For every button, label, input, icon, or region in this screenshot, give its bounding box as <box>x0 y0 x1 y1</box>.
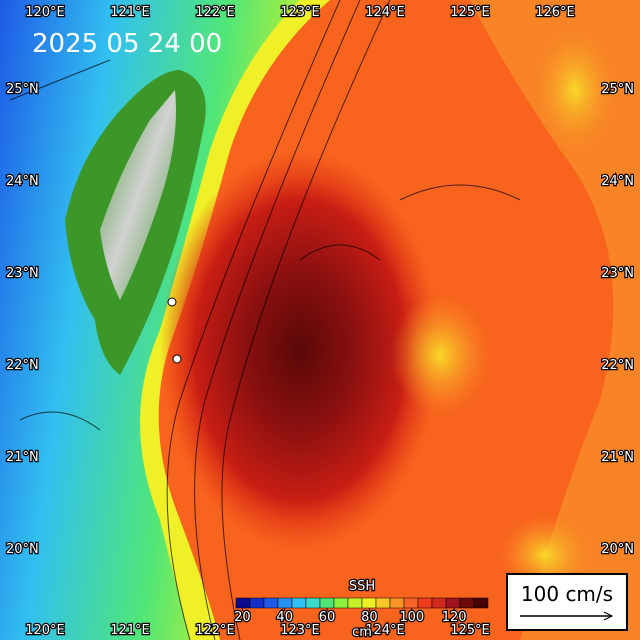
colorbar-swatch <box>389 597 405 609</box>
lon-label: 122°E <box>195 5 235 20</box>
lon-label: 124°E <box>365 623 405 638</box>
scale-label: 100 cm/s <box>521 582 613 606</box>
colorbar-swatch <box>417 597 433 609</box>
colorbar-label: SSH <box>349 579 375 594</box>
lon-label: 123°E <box>280 623 320 638</box>
lat-label: 24°N <box>6 174 39 189</box>
taiwan-mountains <box>100 90 176 300</box>
lat-label: 23°N <box>601 266 634 281</box>
colorbar-swatch <box>375 597 391 609</box>
lat-label: 24°N <box>601 174 634 189</box>
lat-label: 21°N <box>601 450 634 465</box>
station <box>167 297 177 307</box>
lon-label: 124°E <box>365 5 405 20</box>
lat-label: 21°N <box>6 450 39 465</box>
lon-label: 120°E <box>25 5 65 20</box>
timestamp: 2025 05 24 00 <box>32 29 222 59</box>
colorbar-tick-label: 120 <box>442 610 467 625</box>
lat-label: 22°N <box>601 358 634 373</box>
scale-box <box>506 573 628 631</box>
lat-label: 20°N <box>6 542 39 557</box>
ssh-region <box>470 0 640 640</box>
lat-label: 25°N <box>6 82 39 97</box>
colorbar-swatch <box>263 597 279 609</box>
lon-label: 126°E <box>535 5 575 20</box>
scale-arrow-head <box>603 611 614 621</box>
lon-label: 125°E <box>450 623 490 638</box>
colorbar-tick-label: 80 <box>361 610 378 625</box>
colorbar-tick-label: 60 <box>319 610 336 625</box>
colorbar-swatch <box>249 597 265 609</box>
ssh-region <box>0 0 300 640</box>
lon-label: 123°E <box>280 5 320 20</box>
colorbar-swatch <box>473 597 489 609</box>
colorbar-swatch <box>403 597 419 609</box>
lat-label: 22°N <box>6 358 39 373</box>
colorbar-swatch <box>361 597 377 609</box>
colorbar-swatch <box>333 597 349 609</box>
lon-label: 120°E <box>25 623 65 638</box>
colorbar-swatch <box>235 597 251 609</box>
lon-label: 121°E <box>110 623 150 638</box>
colorbar-swatch <box>305 597 321 609</box>
lat-label: 23°N <box>6 266 39 281</box>
colorbar-unit: cm <box>352 625 372 640</box>
lon-label: 125°E <box>450 5 490 20</box>
lat-label: 20°N <box>601 542 634 557</box>
colorbar-tick-label: 40 <box>276 610 293 625</box>
colorbar-swatch <box>431 597 447 609</box>
colorbar-swatch <box>319 597 335 609</box>
lat-label: 25°N <box>601 82 634 97</box>
colorbar-swatch <box>347 597 363 609</box>
colorbar-swatch <box>445 597 461 609</box>
colorbar-swatch <box>277 597 293 609</box>
station <box>172 354 182 364</box>
lon-label: 122°E <box>195 623 235 638</box>
colorbar-swatch <box>291 597 307 609</box>
colorbar-tick-label: 100 <box>399 610 424 625</box>
eddy <box>160 150 440 550</box>
colorbar-swatch <box>459 597 475 609</box>
lon-label: 121°E <box>110 5 150 20</box>
colorbar-tick-label: 20 <box>234 610 251 625</box>
eddy <box>390 295 490 415</box>
streamlines <box>9 0 521 640</box>
eddy <box>535 30 615 150</box>
